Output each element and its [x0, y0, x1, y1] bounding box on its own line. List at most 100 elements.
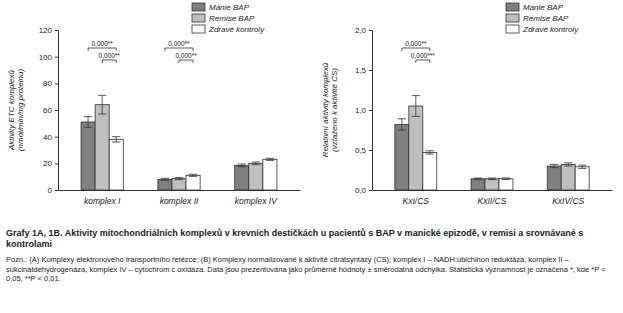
bar — [561, 164, 575, 190]
tick: 40 — [43, 133, 58, 142]
significance-bracket — [416, 60, 430, 63]
significance-label: 0,000** — [99, 52, 121, 59]
error-bar — [84, 117, 92, 128]
axis-title: Aktivity ETC komplexů — [7, 69, 16, 151]
error-bar — [398, 119, 406, 130]
tick: KxII/CS — [478, 196, 507, 206]
legend-swatch — [192, 25, 205, 33]
tick: 0,5 — [355, 146, 372, 155]
tick-label: KxI/CS — [403, 196, 430, 206]
tick-label: 100 — [39, 53, 53, 62]
significance-bracket — [179, 60, 193, 63]
tick-label: 0 — [48, 186, 53, 195]
error-bar — [252, 162, 260, 165]
legend-label: Zdravé kontroly — [522, 25, 579, 34]
annotations: 0,000**0,000*** — [402, 40, 435, 63]
figure-title: Grafy 1A, 1B. Aktivity mitochondriálních… — [6, 228, 617, 250]
tick-label: 1,0 — [355, 106, 367, 115]
bar — [172, 179, 186, 190]
significance-label: 0,000** — [92, 40, 114, 47]
series — [409, 96, 575, 190]
bar — [423, 152, 437, 190]
tick: komplex IV — [235, 196, 278, 206]
tick-label: komplex I — [84, 196, 121, 206]
legend-item: Remise BAP — [506, 14, 569, 23]
error-bar — [238, 164, 246, 167]
tick-mark — [55, 190, 58, 191]
tick: 0,0 — [355, 186, 372, 195]
bar — [249, 163, 263, 190]
significance-bracket — [165, 48, 193, 51]
bar — [263, 159, 277, 190]
axis-line — [373, 190, 613, 191]
tick-mark — [369, 190, 372, 191]
tick-mark — [55, 137, 58, 138]
legend-swatch — [506, 14, 519, 22]
tick-label: 40 — [43, 133, 52, 142]
legend-label: Mánie BAP — [523, 3, 564, 12]
tick: 100 — [39, 53, 58, 62]
bar — [547, 166, 561, 190]
tick-label: komplex IV — [235, 196, 278, 206]
bar — [575, 167, 589, 190]
error-bar — [578, 165, 586, 168]
annotations: 0,000**0,000**0,000**0,000** — [88, 40, 197, 63]
x-axis: KxI/CS KxII/CS KxIV/CS — [373, 191, 613, 207]
error-bar — [161, 178, 169, 180]
tick: 120 — [39, 26, 58, 35]
legend-swatch — [506, 25, 519, 33]
tick-mark — [369, 150, 372, 151]
legend-swatch — [192, 3, 205, 11]
bar — [471, 179, 485, 190]
x-axis: komplex I komplex II komplex IV — [59, 191, 301, 207]
bar — [409, 106, 423, 190]
tick-label: komplex II — [160, 196, 199, 206]
chart: 020406080100120komplex Ikomplex IIkomple… — [7, 3, 301, 206]
error-bar — [112, 137, 120, 142]
series — [423, 151, 589, 190]
legend-item: Mánie BAP — [192, 3, 250, 12]
bar — [235, 165, 249, 190]
bar — [395, 124, 409, 190]
tick: 80 — [43, 79, 58, 88]
bar — [499, 179, 513, 190]
tick: 1,0 — [355, 106, 372, 115]
tick-label: 0,5 — [355, 146, 367, 155]
tick-mark — [369, 110, 372, 111]
tick: 0 — [48, 186, 58, 195]
bar — [95, 105, 109, 190]
legend-item: Zdravé kontroly — [192, 25, 265, 34]
legend-label: Remise BAP — [209, 14, 255, 23]
significance-label: 0,000** — [168, 40, 190, 47]
tick-label: 120 — [39, 26, 53, 35]
tick-mark — [369, 70, 372, 71]
tick: KxI/CS — [403, 196, 430, 206]
tick: KxIV/CS — [552, 196, 584, 206]
tick-label: KxIV/CS — [552, 196, 584, 206]
legend-item: Mánie BAP — [506, 3, 564, 12]
axis-line — [372, 31, 373, 191]
axis-title: Relativní aktivity komplexů — [321, 62, 330, 157]
error-bar — [266, 158, 274, 160]
series — [109, 137, 277, 190]
tick-mark — [369, 30, 372, 31]
error-bar — [488, 178, 496, 180]
tick: komplex II — [160, 196, 199, 206]
bar — [186, 175, 200, 190]
error-bar — [412, 96, 420, 117]
plot-area — [395, 96, 589, 190]
tick-mark — [55, 110, 58, 111]
error-bar — [502, 178, 510, 180]
error-bar — [175, 178, 183, 180]
legend-item: Zdravé kontroly — [506, 25, 579, 34]
tick: 1,5 — [355, 66, 372, 75]
legend-item: Remise BAP — [192, 14, 255, 23]
error-bar — [98, 95, 106, 114]
figure-note: Pozn.: (A) Komplexy elektronového transp… — [6, 255, 617, 284]
tick: 20 — [43, 159, 58, 168]
error-bar — [564, 163, 572, 166]
legend: Mánie BAP Remise BAP Zdravé kontroly — [192, 3, 265, 34]
tick-label: KxII/CS — [478, 196, 507, 206]
tick-mark — [55, 163, 58, 164]
y-axis: 0,00,51,01,52,0 — [355, 26, 373, 195]
